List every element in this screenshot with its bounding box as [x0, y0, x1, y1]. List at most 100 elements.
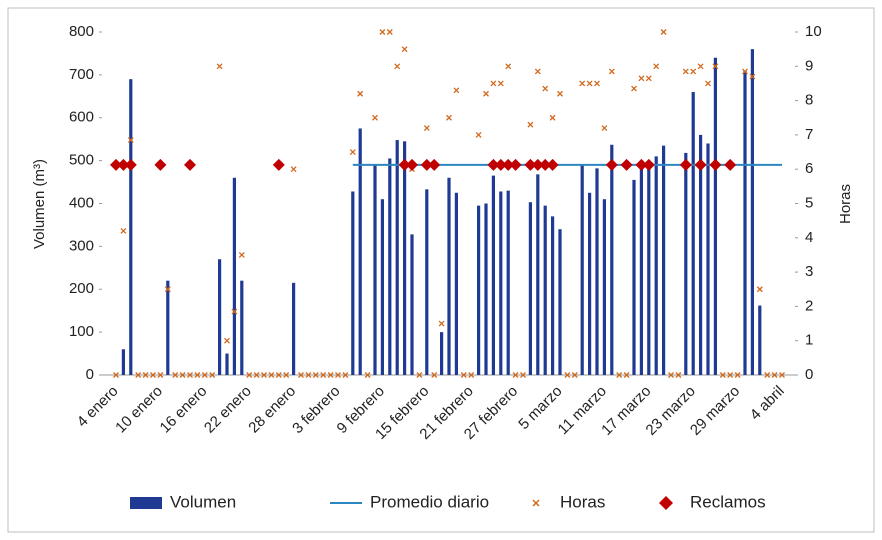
x-marker — [749, 73, 756, 80]
bar — [706, 143, 710, 375]
bar — [632, 179, 636, 375]
x-marker — [682, 68, 689, 75]
bar — [662, 145, 666, 375]
y-tick-label: 400 — [69, 194, 94, 211]
x-marker — [394, 63, 401, 70]
y2-tick-label: 9 — [805, 57, 813, 74]
x-marker — [416, 372, 423, 378]
x-marker — [238, 251, 245, 258]
bar — [536, 174, 540, 375]
x-marker — [216, 63, 223, 70]
x-marker — [172, 372, 179, 378]
diamond-marker — [428, 158, 441, 171]
x-marker — [261, 372, 267, 378]
x-marker — [290, 166, 297, 173]
x-marker — [386, 29, 393, 35]
legend-label: Promedio diario — [370, 492, 489, 511]
y2-tick-label: 6 — [805, 160, 813, 177]
x-marker — [608, 68, 615, 75]
y2-tick-label: 1 — [805, 332, 813, 349]
bar — [684, 152, 688, 375]
diamond-marker — [694, 158, 707, 171]
x-marker — [120, 227, 127, 234]
x-marker — [653, 63, 660, 70]
x-marker — [446, 114, 452, 121]
y-tick-label: 600 — [69, 109, 94, 126]
y-tick-label: 100 — [69, 323, 94, 340]
x-marker — [135, 372, 142, 378]
bar — [218, 259, 222, 375]
bar — [410, 234, 414, 375]
legend-swatch — [130, 497, 162, 509]
y2-tick-label: 0 — [805, 366, 813, 383]
x-marker — [423, 125, 430, 131]
diamond-marker — [620, 158, 633, 171]
legend-label: Horas — [560, 492, 605, 511]
y-tick-label: 200 — [69, 280, 94, 297]
diamond-marker — [531, 158, 544, 171]
y-tick-label: 500 — [69, 152, 94, 169]
x-marker — [505, 63, 512, 70]
diamond-marker — [709, 158, 722, 171]
x-marker — [668, 372, 674, 378]
x-marker — [542, 85, 549, 92]
bar — [699, 134, 703, 375]
x-marker — [712, 63, 719, 70]
x-marker — [756, 286, 763, 293]
bar — [403, 141, 407, 375]
y-tick-label: 800 — [69, 23, 94, 40]
x-marker — [201, 372, 208, 378]
bar — [595, 168, 599, 375]
bar — [440, 332, 444, 375]
x-marker — [660, 29, 667, 35]
x-marker — [364, 372, 371, 378]
x-marker — [224, 337, 230, 344]
diamond-marker — [272, 158, 285, 171]
bar — [691, 92, 695, 376]
x-marker — [534, 68, 541, 75]
bar — [388, 158, 392, 375]
bar — [551, 216, 555, 375]
x-marker — [579, 80, 586, 87]
x-marker — [475, 131, 482, 138]
x-marker — [342, 372, 349, 378]
x-marker — [401, 46, 408, 53]
legend-label: Volumen — [170, 492, 236, 511]
x-marker — [734, 372, 741, 378]
y2-tick-label: 4 — [805, 229, 813, 246]
diamond-marker — [487, 158, 500, 171]
x-marker — [468, 372, 475, 378]
bar — [240, 280, 244, 375]
bar — [166, 280, 170, 375]
bar — [654, 156, 658, 375]
bar — [447, 177, 451, 375]
bar — [580, 164, 584, 375]
diamond-marker — [509, 158, 522, 171]
x-marker — [460, 372, 467, 378]
x-marker — [357, 90, 364, 97]
x-marker — [564, 372, 571, 378]
x-marker — [675, 372, 682, 378]
x-marker — [113, 372, 119, 378]
x-marker — [179, 372, 186, 378]
diamond-marker — [635, 158, 648, 171]
x-marker — [497, 80, 504, 87]
x-marker — [601, 125, 608, 131]
bar — [543, 205, 547, 375]
x-marker — [142, 372, 149, 378]
x-marker — [164, 286, 171, 293]
y-tick-label: 700 — [69, 66, 94, 83]
x-marker — [312, 372, 319, 378]
x-marker — [453, 87, 460, 94]
x-marker — [616, 372, 623, 378]
diamond-marker — [110, 158, 122, 171]
y2-tick-label: 5 — [805, 194, 813, 211]
x-marker — [194, 372, 201, 378]
diamond-marker — [679, 158, 692, 171]
bar — [758, 305, 762, 375]
diamond-marker — [124, 158, 137, 171]
x-marker — [742, 68, 748, 75]
bar — [477, 205, 481, 375]
x-marker — [157, 372, 164, 378]
